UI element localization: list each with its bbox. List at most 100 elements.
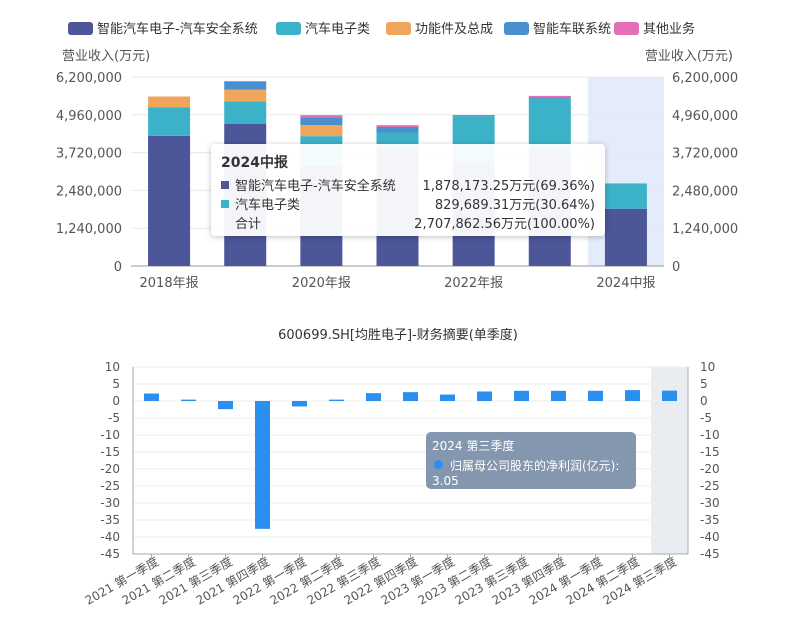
chart-title: 600699.SH[均胜电子]-财务摘要(单季度) (278, 327, 518, 343)
legend-swatch-1 (68, 22, 93, 35)
x-tick-label: 2024中报 (596, 276, 655, 291)
y-tick-label-right: -20 (700, 462, 720, 476)
bar (662, 390, 677, 401)
y-tick-label-left: -20 (100, 462, 120, 476)
y-tick-label-right: -40 (700, 530, 720, 544)
y-tick-label-right: -15 (700, 445, 720, 459)
legend-swatch-5 (614, 22, 639, 35)
profit-tooltip: 2024 第三季度 归属母公司股东的净利润(亿元): 3.05 (426, 432, 636, 489)
bar-segment (148, 135, 191, 266)
legend-label-5: 其他业务 (643, 21, 695, 37)
bar-segment (528, 95, 571, 98)
revenue-tooltip-title: 2024中报 (221, 155, 288, 171)
revenue-tooltip-total-value: 2,707,862.56万元(100.00%) (414, 217, 595, 232)
x-tick-label: 2022年报 (444, 276, 503, 291)
y-tick-label-right: 0 (672, 260, 680, 275)
legend-swatch-2 (276, 22, 301, 35)
revenue-tooltip-row: 合计 2,707,862.56万元(100.00%) (221, 213, 595, 232)
bar-segment (224, 101, 267, 124)
y-axis-left-title: 营业收入(万元) (62, 49, 150, 64)
bar-segment (376, 125, 419, 127)
bar (625, 390, 640, 401)
legend-swatch-4 (504, 22, 529, 35)
bar (366, 393, 381, 401)
bar-segment (300, 117, 343, 126)
y-tick-label-right: -45 (700, 547, 720, 561)
y-tick-label-right: -10 (700, 428, 720, 442)
y-tick-label-left: 0 (112, 394, 120, 408)
y-tick-label-left: 10 (105, 360, 120, 374)
bar-segment (376, 126, 419, 133)
bar (255, 401, 270, 529)
y-tick-label-left: -30 (100, 496, 120, 510)
y-tick-label-left: 3,720,000 (56, 147, 122, 162)
revenue-tooltip-row: 智能汽车电子-汽车安全系统 1,878,173.25万元(69.36%) (221, 175, 595, 194)
y-axis-right-title: 营业收入(万元) (645, 49, 733, 64)
y-tick-label-right: -35 (700, 513, 720, 527)
bar (181, 399, 196, 401)
y-tick-label-left: -15 (100, 445, 120, 459)
bar-segment (604, 183, 647, 209)
x-tick-label: 2020年报 (292, 276, 351, 291)
legend-swatch-3 (386, 22, 411, 35)
bar-segment (300, 115, 343, 118)
bar-segment (300, 125, 343, 137)
legend-label-1: 智能汽车电子-汽车安全系统 (97, 21, 258, 37)
y-tick-label-right: 5 (700, 377, 708, 391)
bar-segment (224, 81, 267, 90)
y-tick-label-right: -25 (700, 479, 720, 493)
bar-segment (528, 97, 571, 99)
bar (514, 390, 529, 401)
y-tick-label-right: 1,240,000 (672, 222, 738, 237)
series-dot-icon (434, 460, 443, 469)
y-tick-label-left: 4,960,000 (56, 109, 122, 124)
y-tick-label-left: 6,200,000 (56, 71, 122, 86)
series-swatch-spacer (221, 219, 229, 227)
bar-segment (148, 107, 191, 136)
profit-tooltip-title: 2024 第三季度 (432, 439, 515, 453)
y-tick-label-right: 10 (700, 360, 715, 374)
bar (551, 390, 566, 401)
y-tick-label-left: -25 (100, 479, 120, 493)
bar-segment (148, 96, 191, 108)
revenue-tooltip-series-name: 智能汽车电子-汽车安全系统 (235, 179, 396, 194)
y-tick-label-right: 4,960,000 (672, 109, 738, 124)
y-tick-label-left: -45 (100, 547, 120, 561)
bar (477, 391, 492, 401)
bar-segment (224, 89, 267, 102)
profit-tooltip-value: 3.05 (432, 474, 459, 488)
bar (218, 401, 233, 410)
legend-label-4: 智能车联系统 (533, 21, 611, 37)
revenue-tooltip-total-label: 合计 (235, 217, 262, 232)
y-tick-label-right: 6,200,000 (672, 71, 738, 86)
profit-tooltip-series-label: 归属母公司股东的净利润(亿元): (450, 459, 620, 473)
revenue-tooltip-value: 829,689.31万元(30.64%) (434, 198, 595, 213)
y-tick-label-right: -5 (700, 411, 712, 425)
x-tick-label: 2018年报 (140, 276, 199, 291)
y-tick-label-left: -40 (100, 530, 120, 544)
y-tick-label-right: -30 (700, 496, 720, 510)
bar (440, 394, 455, 401)
y-tick-label-right: 2,480,000 (672, 184, 738, 199)
y-tick-label-left: -35 (100, 513, 120, 527)
revenue-tooltip-value: 1,878,173.25万元(69.36%) (422, 179, 595, 194)
y-tick-label-left: -5 (108, 411, 120, 425)
y-tick-label-right: 0 (700, 394, 708, 408)
profit-tooltip-row: 归属母公司股东的净利润(亿元): (432, 457, 630, 474)
y-tick-label-left: 1,240,000 (56, 222, 122, 237)
y-tick-label-left: 0 (114, 260, 122, 275)
bar-segment (452, 115, 495, 117)
bar-segment (528, 98, 571, 150)
y-tick-label-right: 3,720,000 (672, 147, 738, 162)
series-swatch-icon (221, 180, 229, 189)
y-tick-label-left: 2,480,000 (56, 184, 122, 199)
revenue-tooltip: 2024中报 智能汽车电子-汽车安全系统 1,878,173.25万元(69.3… (211, 144, 605, 236)
bar (588, 390, 603, 401)
bar (144, 393, 159, 401)
y-tick-label-left: -10 (100, 428, 120, 442)
bar-segment (604, 208, 647, 266)
revenue-tooltip-series-name: 汽车电子类 (235, 198, 301, 213)
bar (403, 392, 418, 401)
